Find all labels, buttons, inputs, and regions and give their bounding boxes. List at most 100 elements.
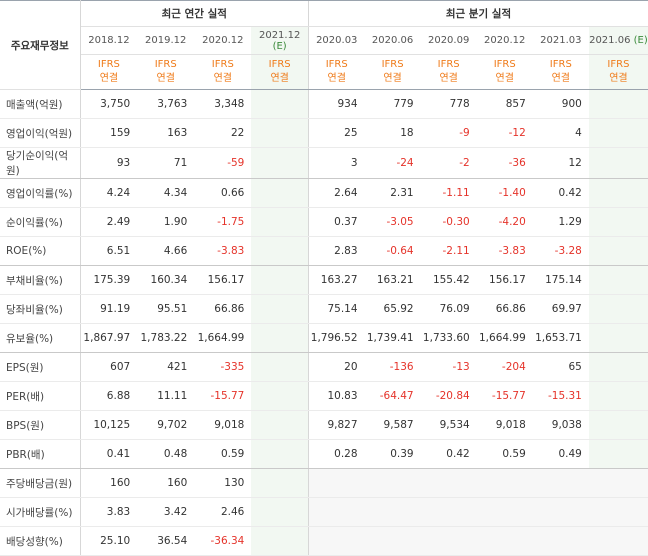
- value-cell: -24: [364, 147, 421, 179]
- value-cell: 0.49: [532, 439, 589, 469]
- row-label: PER(배): [0, 381, 81, 411]
- value-cell: 2.64: [307, 178, 365, 208]
- row-label: 영업이익(억원): [0, 118, 81, 148]
- estimate-cell: [251, 207, 309, 237]
- row-label: 유보율(%): [0, 323, 81, 353]
- value-cell: 2.49: [80, 207, 138, 237]
- value-cell: 900: [532, 89, 589, 119]
- period-label-estimate: 2021.06 (E): [588, 26, 648, 55]
- row-label: PBR(배): [0, 439, 81, 469]
- estimate-cell: [588, 265, 648, 295]
- estimate-cell: [251, 147, 309, 179]
- value-cell: 607: [80, 352, 138, 382]
- basis-label: IFRS 연결: [364, 54, 421, 90]
- estimate-cell: [588, 439, 648, 469]
- period-label: 2020.06: [364, 26, 421, 55]
- table-row: PBR(배) 0.41 0.48 0.59 0.28 0.39 0.42 0.59 0.49: [0, 439, 648, 469]
- value-cell: 2.31: [364, 178, 421, 208]
- row-label: 배당성향(%): [0, 526, 81, 556]
- empty-cell: [307, 497, 365, 527]
- period-estimate-date: 2021.12: [258, 29, 301, 41]
- estimate-cell: [251, 323, 309, 353]
- value-cell: 76.09: [420, 294, 477, 324]
- value-cell: 69.97: [532, 294, 589, 324]
- value-cell: 95.51: [137, 294, 195, 324]
- value-cell: 71: [137, 147, 195, 179]
- period-label: 2020.09: [420, 26, 477, 55]
- value-cell: 36.54: [137, 526, 195, 556]
- value-cell: -1.11: [420, 178, 477, 208]
- value-cell: -9: [420, 118, 477, 148]
- value-cell: -1.40: [476, 178, 533, 208]
- value-cell: 175.14: [532, 265, 589, 295]
- value-cell: 3,348: [194, 89, 252, 119]
- empty-cell: [476, 526, 533, 556]
- row-label: 매출액(억원): [0, 89, 81, 119]
- corner-label: 주요재무정보: [0, 0, 81, 90]
- period-label: 2020.12: [476, 26, 533, 55]
- estimate-cell: [588, 352, 648, 382]
- period-label: 2018.12: [80, 26, 138, 55]
- value-cell: 20: [307, 352, 365, 382]
- value-cell: 421: [137, 352, 195, 382]
- value-cell: 0.59: [194, 439, 252, 469]
- value-cell: -20.84: [420, 381, 477, 411]
- value-cell: -3.28: [532, 236, 589, 266]
- basis-label: IFRS 연결: [137, 54, 195, 90]
- value-cell: 9,534: [420, 410, 477, 440]
- basis-label: IFRS 연결: [476, 54, 533, 90]
- table-row: 순이익률(%) 2.49 1.90 -1.75 0.37 -3.05 -0.30 -4.20 1…: [0, 207, 648, 237]
- value-cell: 25: [307, 118, 365, 148]
- value-cell: 1,796.52: [307, 323, 365, 353]
- value-cell: 3,763: [137, 89, 195, 119]
- value-cell: 163: [137, 118, 195, 148]
- row-label: 당기순이익(억원): [0, 147, 81, 179]
- value-cell: 3.83: [80, 497, 138, 527]
- estimate-cell: [588, 207, 648, 237]
- value-cell: 10.83: [307, 381, 365, 411]
- estimate-mark: (E): [272, 40, 287, 52]
- empty-cell: [532, 526, 589, 556]
- value-cell: -36.34: [194, 526, 252, 556]
- value-cell: -15.77: [476, 381, 533, 411]
- empty-cell: [307, 526, 365, 556]
- estimate-mark: (E): [630, 35, 648, 46]
- value-cell: 12: [532, 147, 589, 179]
- value-cell: 18: [364, 118, 421, 148]
- estimate-cell: [251, 439, 309, 469]
- estimate-cell: [588, 118, 648, 148]
- table-header: 주요재무정보 최근 연간 실적 최근 분기 실적 2018.12 2019.12 2…: [0, 0, 648, 90]
- value-cell: 160.34: [137, 265, 195, 295]
- value-cell: 0.42: [532, 178, 589, 208]
- empty-cell: [420, 497, 477, 527]
- basis-standard: IFRS: [268, 59, 291, 70]
- value-cell: -15.77: [194, 381, 252, 411]
- empty-cell: [420, 468, 477, 498]
- basis-standard: IFRS: [381, 59, 404, 70]
- estimate-cell: [251, 265, 309, 295]
- estimate-cell: [251, 118, 309, 148]
- basis-scope: 연결: [270, 73, 289, 84]
- value-cell: -2: [420, 147, 477, 179]
- value-cell: 0.37: [307, 207, 365, 237]
- basis-label: IFRS 연결: [194, 54, 252, 90]
- empty-cell: [476, 468, 533, 498]
- period-label: 2019.12: [137, 26, 195, 55]
- value-cell: 2.46: [194, 497, 252, 527]
- basis-scope: 연결: [327, 73, 346, 84]
- basis-label: IFRS 연결: [532, 54, 589, 90]
- value-cell: 175.39: [80, 265, 138, 295]
- value-cell: 156.17: [194, 265, 252, 295]
- row-label: EPS(원): [0, 352, 81, 382]
- basis-scope: 연결: [495, 73, 514, 84]
- table-row: 당좌비율(%) 91.19 95.51 66.86 75.14 65.92 76.09 66.…: [0, 294, 648, 324]
- value-cell: 22: [194, 118, 252, 148]
- value-cell: -3.83: [476, 236, 533, 266]
- value-cell: 9,018: [194, 410, 252, 440]
- value-cell: 1,664.99: [194, 323, 252, 353]
- estimate-cell: [588, 147, 648, 179]
- value-cell: 130: [194, 468, 252, 498]
- value-cell: 91.19: [80, 294, 138, 324]
- estimate-cell: [588, 89, 648, 119]
- estimate-cell: [251, 497, 309, 527]
